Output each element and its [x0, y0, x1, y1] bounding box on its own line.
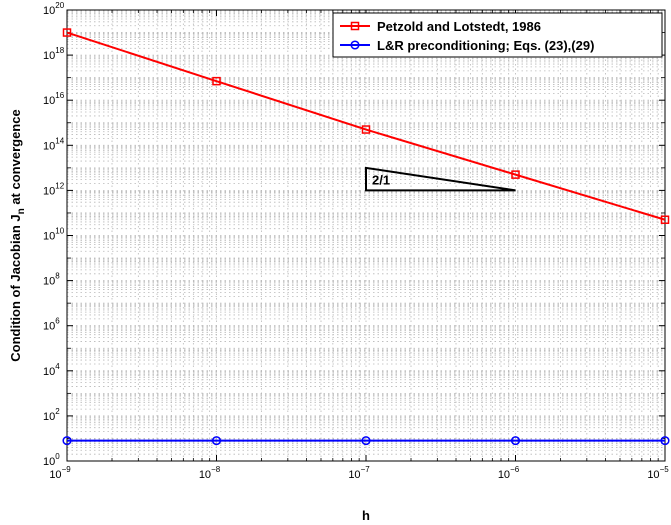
x-tick-label: 10−5	[647, 465, 669, 481]
series-point-2	[361, 436, 371, 446]
y-tick-label: 1012	[43, 181, 65, 197]
x-tick-label: 10−8	[199, 465, 221, 481]
legend-label: Petzold and Lotstedt, 1986	[377, 19, 541, 34]
x-tick-label: 10−6	[498, 465, 520, 481]
y-tick-label: 1010	[43, 227, 65, 243]
series-point-2	[510, 436, 521, 446]
series-point-1	[62, 28, 72, 37]
slope-label: 2/1	[372, 172, 390, 187]
series-point-1	[212, 76, 221, 86]
series-point-1	[511, 170, 520, 179]
series-point-2	[211, 436, 222, 446]
y-tick-label: 1016	[43, 91, 65, 107]
series-point-2	[62, 436, 72, 446]
y-tick-label: 106	[43, 317, 60, 333]
y-tick-label: 102	[43, 407, 60, 423]
x-axis-title: h	[362, 508, 370, 523]
series-line-1	[66, 31, 666, 221]
slope-triangle	[365, 166, 516, 192]
x-tick-label: 10−9	[49, 465, 71, 481]
y-axis-title-rest: at convergence	[8, 109, 23, 208]
y-tick-label: 108	[43, 272, 60, 288]
legend-box	[332, 12, 663, 58]
y-axis-title-subscript: n	[16, 208, 27, 214]
series-point-2	[660, 436, 670, 446]
x-tick-label: 10−7	[348, 465, 370, 481]
series-point-1	[361, 125, 371, 134]
y-axis-title-main: Condition of Jacobian J	[8, 214, 23, 361]
y-tick-label: 1018	[43, 46, 65, 62]
legend-swatch-marker	[350, 21, 360, 31]
y-tick-label: 104	[43, 362, 60, 378]
slope-annotation: 2/1	[365, 166, 516, 192]
legend: Petzold and Lotstedt, 1986 L&R preconditi…	[332, 12, 663, 58]
series-point-1	[660, 215, 670, 224]
grid	[66, 9, 666, 462]
legend-label: L&R preconditioning; Eqs. (23),(29)	[377, 38, 594, 53]
series-layer	[62, 28, 670, 446]
legend-swatch-marker	[350, 40, 360, 50]
y-axis-title: Condition of Jacobian Jn at convergence	[8, 109, 27, 361]
y-tick-label: 1014	[43, 136, 65, 152]
y-tick-label: 100	[43, 452, 60, 468]
y-tick-label: 1020	[43, 1, 65, 17]
